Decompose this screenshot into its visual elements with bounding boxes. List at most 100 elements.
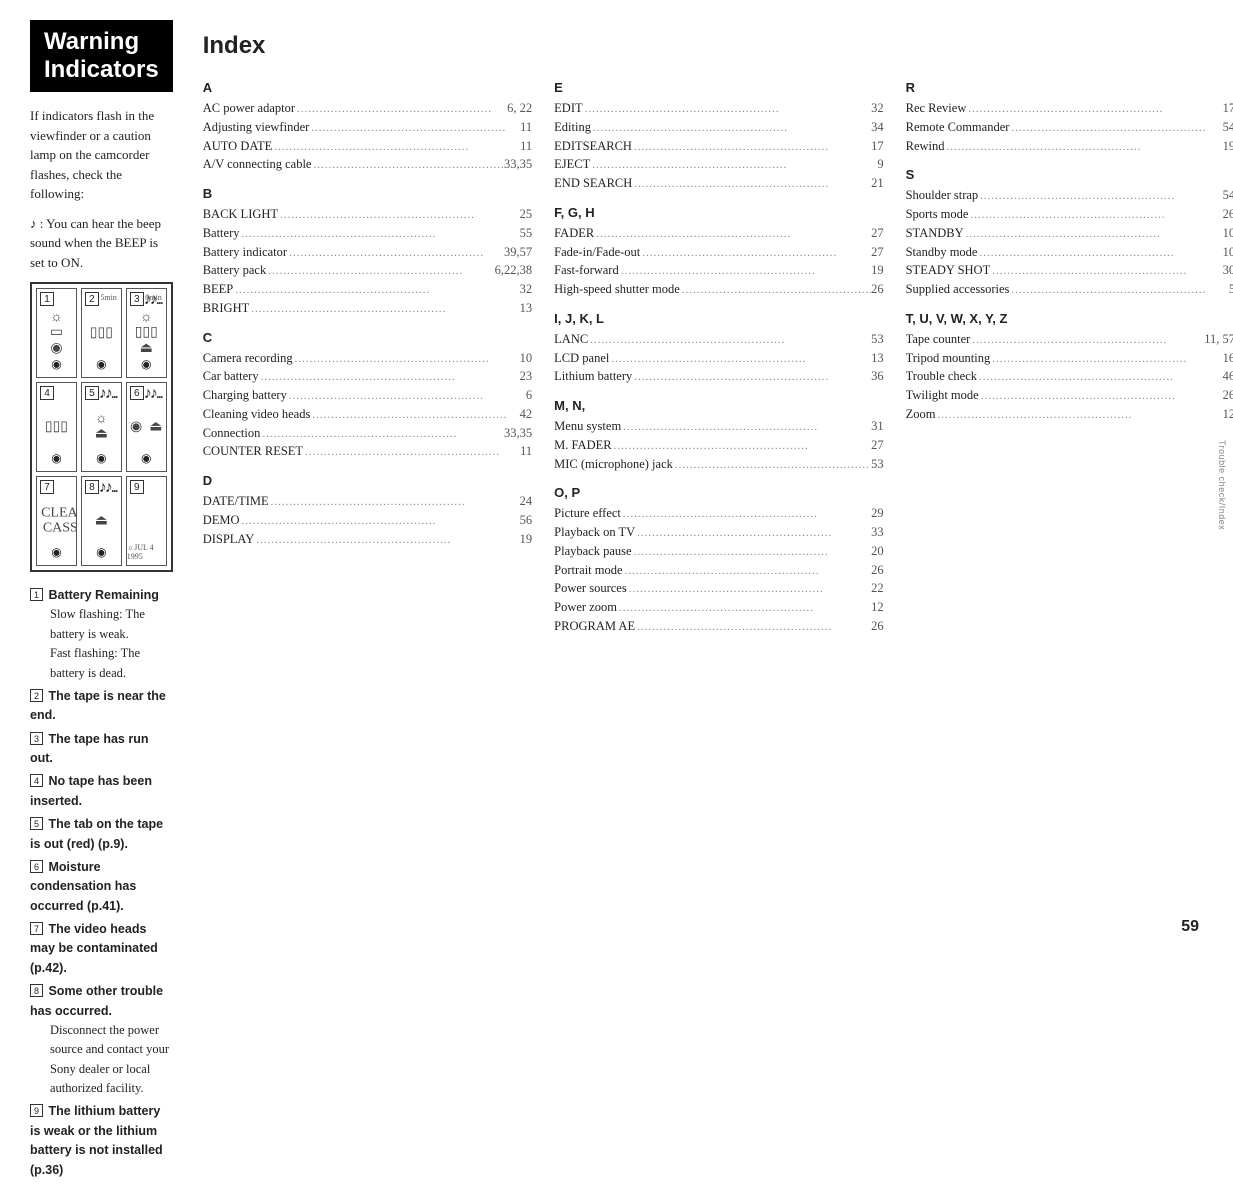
music-note-icon: ♪♪... (144, 385, 162, 403)
panel-glyph: ◉ ⏏ (130, 419, 162, 434)
indicator-panel: 8♪♪...⏏◉ (81, 476, 122, 566)
panel-dot-icon: ◉ (96, 451, 106, 466)
index-leader-dots (609, 351, 871, 368)
index-leader-dots (272, 139, 520, 156)
index-term: PROGRAM AE (554, 617, 635, 636)
index-entry: Battery55 (203, 224, 532, 243)
index-term: Connection (203, 424, 261, 443)
index-entry: Fast-forward 19 (554, 261, 883, 280)
index-leader-dots (635, 525, 871, 542)
index-page-ref: 32 (520, 280, 533, 299)
legend-subtext: Slow flashing: The battery is weak. (50, 605, 173, 644)
index-page-ref: 10 (1223, 243, 1233, 262)
index-term: Sports mode (906, 205, 969, 224)
index-entry: Standby mode10 (906, 243, 1233, 262)
index-term: A/V connecting cable (203, 155, 312, 174)
panel-extra-text: ☼JUL 4 1995 (127, 543, 162, 561)
index-term: AC power adaptor (203, 99, 295, 118)
index-term: Trouble check (906, 367, 977, 386)
index-entry: Battery indicator39,57 (203, 243, 532, 262)
index-page-ref: 6, 22 (507, 99, 532, 118)
indicator-panel: 6♪♪...◉ ⏏◉ (126, 382, 167, 472)
panel-number: 8 (85, 480, 99, 494)
index-leader-dots (240, 226, 520, 243)
index-group-heading: R (906, 80, 1233, 95)
index-page-ref: 26 (871, 280, 884, 299)
legend-title-text: The tape has run out. (30, 732, 149, 765)
legend-subtext: Fast flashing: The battery is dead. (50, 644, 173, 683)
index-term: BACK LIGHT (203, 205, 278, 224)
index-leader-dots (945, 139, 1223, 156)
index-group-heading: D (203, 473, 532, 488)
index-term: Battery indicator (203, 243, 287, 262)
index-page-ref: 55 (520, 224, 533, 243)
index-page-ref: 23 (520, 367, 533, 386)
index-page-ref: 46 (1223, 367, 1233, 386)
indicator-panel: 2▯▯▯5min◉ (81, 288, 122, 378)
index-columns: AAC power adaptor6, 22Adjusting viewfind… (203, 80, 1233, 648)
index-page-ref: 33,35 (504, 424, 532, 443)
legend-head: 7 The video heads may be contaminated (p… (30, 920, 173, 978)
side-tab-label: Trouble check/Index (1217, 440, 1227, 530)
index-leader-dots (990, 263, 1222, 280)
index-page-ref: 17 (1223, 99, 1233, 118)
index-page-ref: 30 (1223, 261, 1233, 280)
index-page-ref: 21 (871, 174, 884, 193)
index-term: Lithium battery (554, 367, 632, 386)
panel-glyph: ▯▯▯ (45, 419, 68, 434)
index-term: Portrait mode (554, 561, 622, 580)
index-term: Fast-forward (554, 261, 619, 280)
indicator-panel: 5♪♪...☼ ⏏◉ (81, 382, 122, 472)
index-leader-dots (590, 157, 877, 174)
index-page-ref: 11 (520, 137, 532, 156)
index-group: M, N,Menu system31M. FADER27MIC (microph… (554, 398, 883, 473)
panel-number: 1 (40, 292, 54, 306)
index-entry: Power zoom12 (554, 598, 883, 617)
index-leader-dots (640, 245, 871, 262)
index-term: Menu system (554, 417, 621, 436)
legend-item: 1 Battery RemainingSlow flashing: The ba… (30, 586, 173, 683)
index-term: Rec Review (906, 99, 967, 118)
panel-number: 9 (130, 480, 144, 494)
index-entry: Supplied accessories5 (906, 280, 1233, 299)
index-page-ref: 33,35 (504, 155, 532, 174)
index-leader-dots (673, 457, 871, 474)
index-page-ref: 27 (871, 224, 884, 243)
index-page-ref: 11 (520, 442, 532, 461)
index-term: DEMO (203, 511, 240, 530)
index-leader-dots (269, 494, 520, 511)
index-term: Power sources (554, 579, 627, 598)
warning-intro-1: If indicators flash in the viewfinder or… (30, 106, 173, 204)
legend-title-text: The lithium battery is weak or the lithi… (30, 1104, 163, 1176)
index-leader-dots (621, 506, 871, 523)
index-entry: BACK LIGHT25 (203, 205, 532, 224)
indicator-panel: 4▯▯▯◉ (36, 382, 77, 472)
index-page-ref: 20 (871, 542, 884, 561)
index-leader-dots (591, 120, 871, 137)
panel-number: 5 (85, 386, 99, 400)
index-term: EDIT (554, 99, 582, 118)
index-entry: A/V connecting cable 33,35 (203, 155, 532, 174)
indicator-panel: 3♪♪...☼ ▯▯▯ ⏏0min◉ (126, 288, 167, 378)
index-entry: Portrait mode26 (554, 561, 883, 580)
index-term: EDITSEARCH (554, 137, 632, 156)
index-group: DDATE/TIME24DEMO56DISPLAY19 (203, 473, 532, 548)
index-leader-dots (978, 188, 1222, 205)
index-term: Remote Commander (906, 118, 1010, 137)
legend-number: 5 (30, 817, 43, 830)
index-leader-dots (621, 419, 871, 436)
legend-title-text: The tab on the tape is out (red) (p.9). (30, 817, 163, 850)
index-page-ref: 10 (1223, 224, 1233, 243)
music-note-icon: ♪♪... (99, 479, 117, 497)
legend-number: 3 (30, 732, 43, 745)
index-entry: Picture effect29 (554, 504, 883, 523)
legend-head: 2 The tape is near the end. (30, 687, 173, 726)
panel-glyph: ☼ ⏏ (95, 412, 108, 443)
legend-number: 8 (30, 984, 43, 997)
panel-dot-icon: ◉ (51, 545, 61, 560)
legend-number: 1 (30, 588, 43, 601)
index-page-ref: 19 (871, 261, 884, 280)
index-page-ref: 13 (520, 299, 533, 318)
legend-head: 8 Some other trouble has occurred. (30, 982, 173, 1021)
panel-number: 7 (40, 480, 54, 494)
